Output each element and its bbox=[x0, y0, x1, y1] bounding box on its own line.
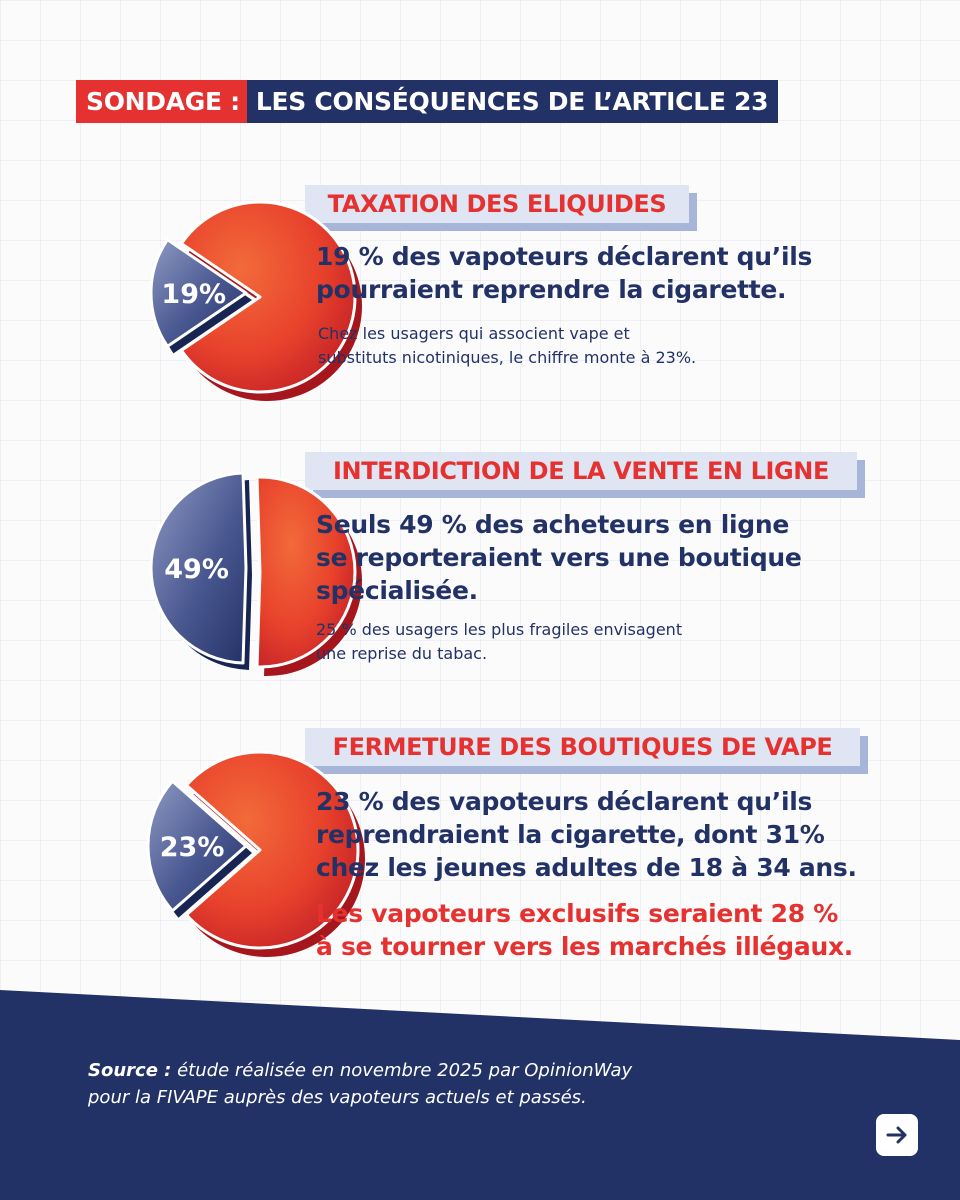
headline-line: spécialisée. bbox=[316, 576, 478, 605]
page-title: SONDAGE : LES CONSÉQUENCES DE L’ARTICLE … bbox=[76, 80, 779, 123]
detail-line: une reprise du tabac. bbox=[316, 644, 488, 663]
headline-line: 19 % des vapoteurs déclarent qu’ils bbox=[316, 242, 813, 271]
headline-fermeture: 23 % des vapoteurs déclarent qu’ils repr… bbox=[316, 785, 857, 884]
headline-vente-en-ligne: Seuls 49 % des acheteurs en ligne se rep… bbox=[316, 508, 802, 607]
headline-line: se reporteraient vers une boutique bbox=[316, 543, 802, 572]
section-tag-fermeture: FERMETURE DES BOUTIQUES DE VAPE bbox=[305, 728, 868, 774]
pie-slice-highlight bbox=[149, 238, 248, 348]
pie-chart-taxation: 19% bbox=[149, 200, 363, 401]
pie-slice-remaining bbox=[184, 750, 360, 950]
section-title-fermeture: FERMETURE DES BOUTIQUES DE VAPE bbox=[332, 733, 833, 761]
headline-line: pourraient reprendre la cigarette. bbox=[316, 275, 787, 304]
pie-slices bbox=[149, 200, 363, 401]
pie-value-label: 23% bbox=[160, 832, 225, 863]
title-label-article: LES CONSÉQUENCES DE L’ARTICLE 23 bbox=[246, 80, 779, 123]
next-button[interactable] bbox=[876, 1114, 918, 1156]
title-label-sondage: SONDAGE : bbox=[76, 80, 247, 123]
headline-line: 23 % des vapoteurs déclarent qu’ils bbox=[316, 787, 813, 816]
pie-slices bbox=[149, 471, 363, 676]
detail-line: substituts nicotiniques, le chiffre mont… bbox=[318, 348, 697, 367]
alert-line: à se tourner vers les marchés illégaux. bbox=[316, 932, 853, 961]
source-text: étude réalisée en novembre 2025 par Opin… bbox=[177, 1060, 633, 1081]
source-text-line2: pour la FIVAPE auprès des vapoteurs actu… bbox=[88, 1087, 587, 1108]
pie-slice-remaining bbox=[179, 200, 357, 394]
pie-chart-fermeture: 23% bbox=[146, 750, 365, 957]
pie-slice-remaining bbox=[255, 475, 357, 669]
section-tag-taxation: TAXATION DES ELIQUIDES bbox=[305, 185, 697, 231]
pie-value-label: 19% bbox=[161, 279, 226, 310]
detail-line: 25 % des usagers les plus fragiles envis… bbox=[316, 620, 683, 639]
headline-line: reprendraient la cigarette, dont 31% bbox=[316, 820, 825, 849]
alert-marches-illegaux: Les vapoteurs exclusifs seraient 28 % à … bbox=[316, 897, 853, 963]
pie-slices bbox=[146, 750, 365, 957]
detail-taxation: Chez les usagers qui associent vape et s… bbox=[318, 322, 696, 370]
section-tag-vente-en-ligne: INTERDICTION DE LA VENTE EN LIGNE bbox=[305, 452, 865, 498]
headline-line: chez les jeunes adultes de 18 à 34 ans. bbox=[316, 853, 857, 882]
headline-line: Seuls 49 % des acheteurs en ligne bbox=[316, 510, 789, 539]
source-note: Source : étude réalisée en novembre 2025… bbox=[88, 1057, 632, 1111]
alert-line: Les vapoteurs exclusifs seraient 28 % bbox=[316, 899, 838, 928]
source-label: Source : bbox=[88, 1060, 172, 1081]
pie-slice-highlight bbox=[149, 471, 248, 665]
pie-value-label: 49% bbox=[164, 554, 229, 585]
detail-line: Chez les usagers qui associent vape et bbox=[318, 324, 630, 343]
detail-vente-en-ligne: 25 % des usagers les plus fragiles envis… bbox=[316, 618, 682, 666]
headline-taxation: 19 % des vapoteurs déclarent qu’ils pour… bbox=[316, 240, 812, 306]
section-title-vente-en-ligne: INTERDICTION DE LA VENTE EN LIGNE bbox=[333, 457, 829, 485]
pie-slice-highlight bbox=[146, 779, 248, 913]
pie-chart-vente-en-ligne: 49% bbox=[149, 471, 363, 676]
section-title-taxation: TAXATION DES ELIQUIDES bbox=[327, 190, 667, 218]
arrow-right-icon bbox=[886, 1126, 907, 1144]
